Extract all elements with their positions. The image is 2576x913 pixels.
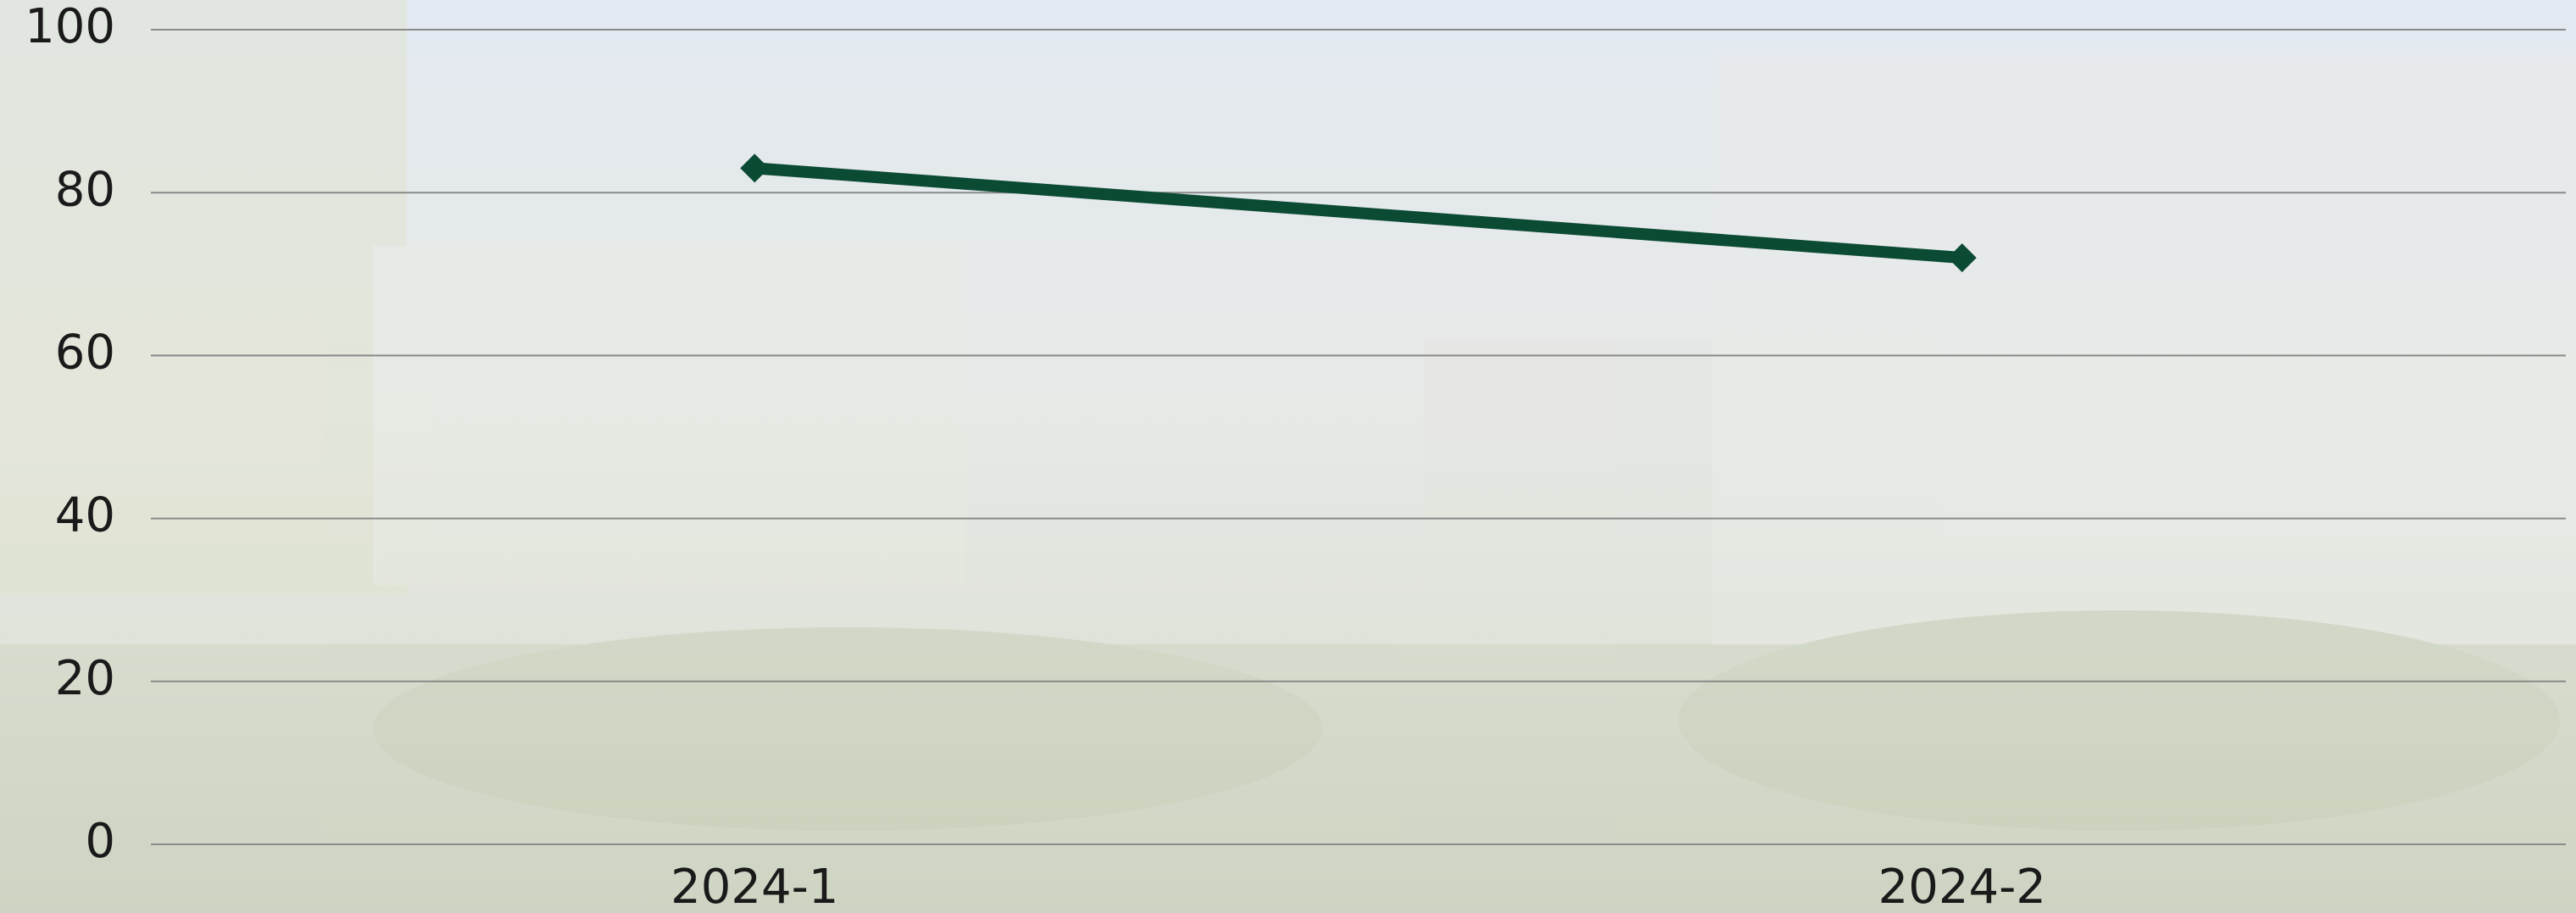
y-tick-label: 20 <box>55 651 115 706</box>
chart: 0 20 40 60 80 100 2024-1 2024-2 <box>0 0 2576 913</box>
x-tick-label: 2024-2 <box>1878 860 2046 913</box>
y-tick-label: 100 <box>25 0 115 54</box>
y-tick-label: 0 <box>85 814 115 869</box>
y-tick-label: 40 <box>55 488 115 543</box>
y-tick-label: 80 <box>55 162 115 217</box>
y-tick-label: 60 <box>55 326 115 381</box>
x-tick-label: 2024-1 <box>670 860 838 913</box>
